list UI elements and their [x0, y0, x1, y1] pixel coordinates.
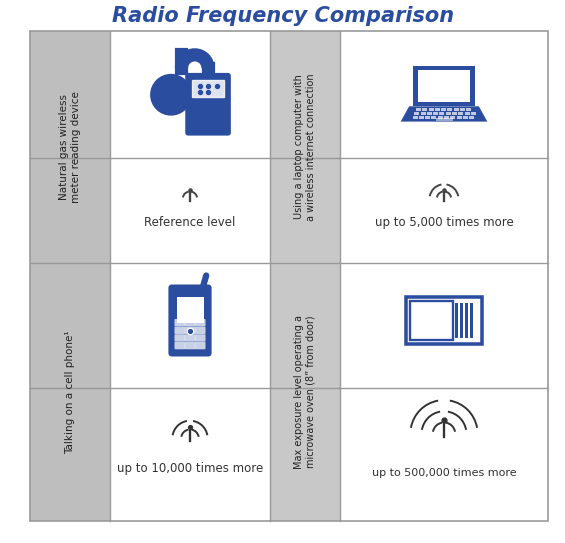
Bar	[457, 116, 462, 119]
Bar	[419, 116, 424, 119]
FancyBboxPatch shape	[168, 285, 212, 357]
Bar	[444, 116, 449, 119]
FancyBboxPatch shape	[185, 319, 195, 326]
Bar	[441, 108, 446, 111]
Bar	[410, 301, 453, 339]
Bar	[432, 116, 436, 119]
Text: Radio Frequency Comparison: Radio Frequency Comparison	[112, 6, 454, 26]
Text: Max exposure level operating a
microwave oven (8” from door): Max exposure level operating a microwave…	[294, 315, 316, 469]
Bar	[270, 263, 340, 521]
FancyBboxPatch shape	[195, 319, 206, 326]
Bar	[465, 303, 468, 338]
Bar	[454, 108, 459, 111]
FancyBboxPatch shape	[195, 342, 206, 349]
Bar	[30, 263, 110, 521]
Bar	[412, 116, 418, 119]
Text: Talking on a cell phone¹: Talking on a cell phone¹	[65, 330, 75, 454]
FancyBboxPatch shape	[175, 334, 185, 342]
Text: Reference level: Reference level	[144, 216, 236, 229]
Bar	[460, 303, 463, 338]
Bar	[418, 70, 470, 102]
Polygon shape	[401, 106, 488, 122]
FancyBboxPatch shape	[185, 326, 195, 334]
Bar	[433, 112, 438, 115]
FancyBboxPatch shape	[195, 334, 206, 342]
Bar	[450, 116, 455, 119]
Bar	[455, 303, 458, 338]
Bar	[463, 116, 468, 119]
Bar	[469, 116, 474, 119]
Bar	[270, 31, 340, 263]
Text: up to 10,000 times more: up to 10,000 times more	[117, 462, 263, 475]
Bar	[446, 112, 451, 115]
FancyBboxPatch shape	[185, 73, 231, 136]
Circle shape	[150, 74, 192, 116]
FancyBboxPatch shape	[175, 326, 185, 334]
Text: Natural gas wireless
meter reading device: Natural gas wireless meter reading devic…	[59, 91, 81, 203]
Bar	[427, 112, 432, 115]
Bar	[458, 112, 463, 115]
Bar	[414, 112, 419, 115]
Bar	[406, 297, 483, 344]
Bar	[428, 108, 433, 111]
Text: up to 5,000 times more: up to 5,000 times more	[375, 216, 514, 229]
Bar	[416, 108, 421, 111]
Bar	[460, 108, 465, 111]
Bar	[414, 66, 475, 106]
Bar	[464, 112, 470, 115]
FancyBboxPatch shape	[185, 342, 195, 349]
Bar	[192, 80, 224, 97]
FancyBboxPatch shape	[195, 326, 206, 334]
Bar	[466, 108, 471, 111]
Bar	[30, 31, 110, 263]
Bar	[425, 116, 430, 119]
Bar	[440, 112, 445, 115]
Bar	[471, 112, 476, 115]
Text: Using a laptop computer with
a wireless internet connection: Using a laptop computer with a wireless …	[294, 73, 316, 221]
Bar	[420, 112, 425, 115]
Bar	[447, 108, 453, 111]
FancyBboxPatch shape	[175, 319, 185, 326]
Text: up to 500,000 times more: up to 500,000 times more	[372, 468, 516, 477]
Bar	[438, 116, 443, 119]
Bar	[176, 297, 203, 323]
Bar	[436, 118, 453, 121]
FancyBboxPatch shape	[175, 342, 185, 349]
Bar	[470, 303, 473, 338]
Bar	[422, 108, 427, 111]
FancyBboxPatch shape	[185, 334, 195, 342]
Bar	[452, 112, 457, 115]
Bar	[435, 108, 440, 111]
